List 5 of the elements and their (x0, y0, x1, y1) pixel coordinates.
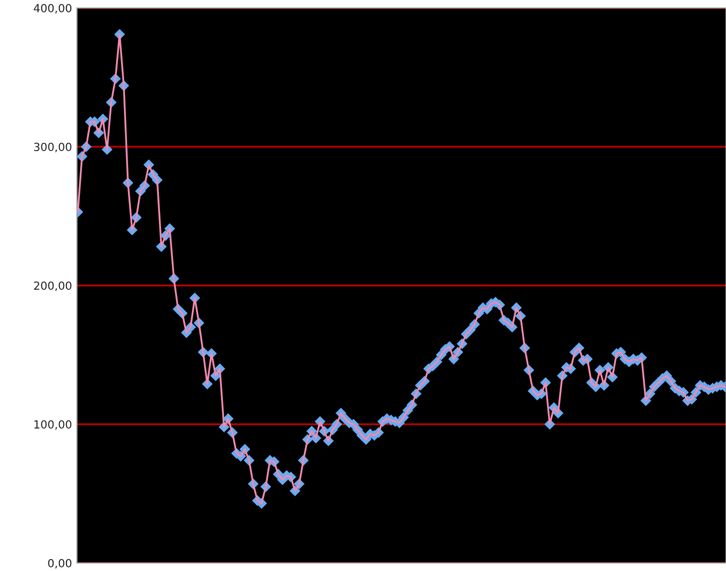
y-tick-label: 300,00 (34, 142, 72, 152)
y-tick-label: 0,00 (48, 558, 72, 569)
y-tick-label: 100,00 (34, 420, 72, 430)
y-tick-label: 200,00 (34, 281, 72, 292)
y-tick-label: 400,00 (34, 4, 72, 14)
